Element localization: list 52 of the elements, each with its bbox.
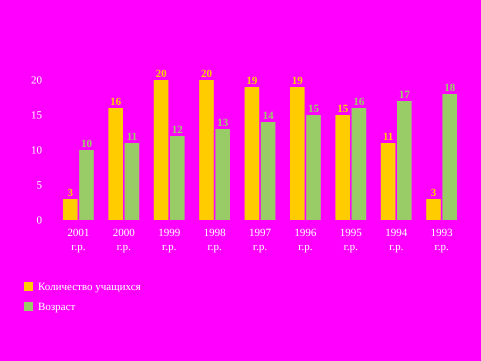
y-tick-label: 0 — [36, 214, 42, 227]
data-label: 19 — [246, 75, 258, 87]
legend-label: Количество учащихся — [38, 281, 141, 293]
data-label: 16 — [110, 96, 122, 108]
x-tick-label: 2001 г.р. — [67, 227, 90, 253]
bar — [260, 122, 276, 220]
x-tick-label: 1998 г.р. — [204, 227, 226, 253]
bar — [244, 87, 260, 220]
x-tick-label: 1995 г.р. — [340, 227, 362, 253]
data-label: 15 — [337, 103, 349, 115]
bar — [306, 115, 321, 220]
data-label: 20 — [156, 68, 168, 80]
data-label: 12 — [172, 124, 184, 136]
data-label: 11 — [382, 131, 394, 143]
bar — [124, 143, 140, 220]
bar — [380, 143, 396, 220]
data-label: 11 — [126, 131, 138, 143]
data-label: 17 — [398, 89, 410, 101]
bar — [442, 94, 458, 220]
data-label: 19 — [292, 75, 304, 87]
legend-label: Возраст — [38, 301, 76, 313]
x-tick-label: 1999 г.р. — [158, 227, 181, 253]
bar — [79, 150, 94, 220]
x-tick-label: 1993 г.р. — [430, 227, 454, 253]
x-tick-label: 2000 г.р. — [112, 227, 136, 253]
data-label: 13 — [217, 117, 229, 129]
bar — [335, 115, 350, 220]
bar — [154, 80, 168, 220]
bar — [290, 87, 305, 220]
x-tick-label: 1997 г.р. — [249, 227, 272, 253]
data-label: 3 — [430, 187, 437, 199]
bar — [108, 108, 123, 220]
bar — [170, 136, 185, 220]
y-tick-label: 5 — [36, 180, 42, 192]
bar — [426, 199, 441, 220]
bar — [62, 199, 78, 220]
data-label: 20 — [200, 68, 212, 80]
data-label: 16 — [353, 96, 365, 108]
bar — [352, 108, 366, 220]
y-tick-label: 20 — [31, 74, 42, 87]
y-tick-label: 10 — [31, 144, 42, 157]
data-label: 15 — [308, 103, 320, 115]
bar — [215, 129, 230, 220]
x-tick-label: 1996 г.р. — [294, 227, 317, 253]
y-tick-label: 15 — [31, 110, 42, 122]
data-label: 14 — [262, 110, 274, 122]
x-tick-label: 1994 г.р. — [385, 227, 408, 253]
data-label: 10 — [80, 138, 92, 150]
data-label: 18 — [444, 82, 456, 94]
bar — [397, 101, 412, 220]
bar — [199, 80, 214, 220]
data-label: 3 — [68, 187, 74, 199]
